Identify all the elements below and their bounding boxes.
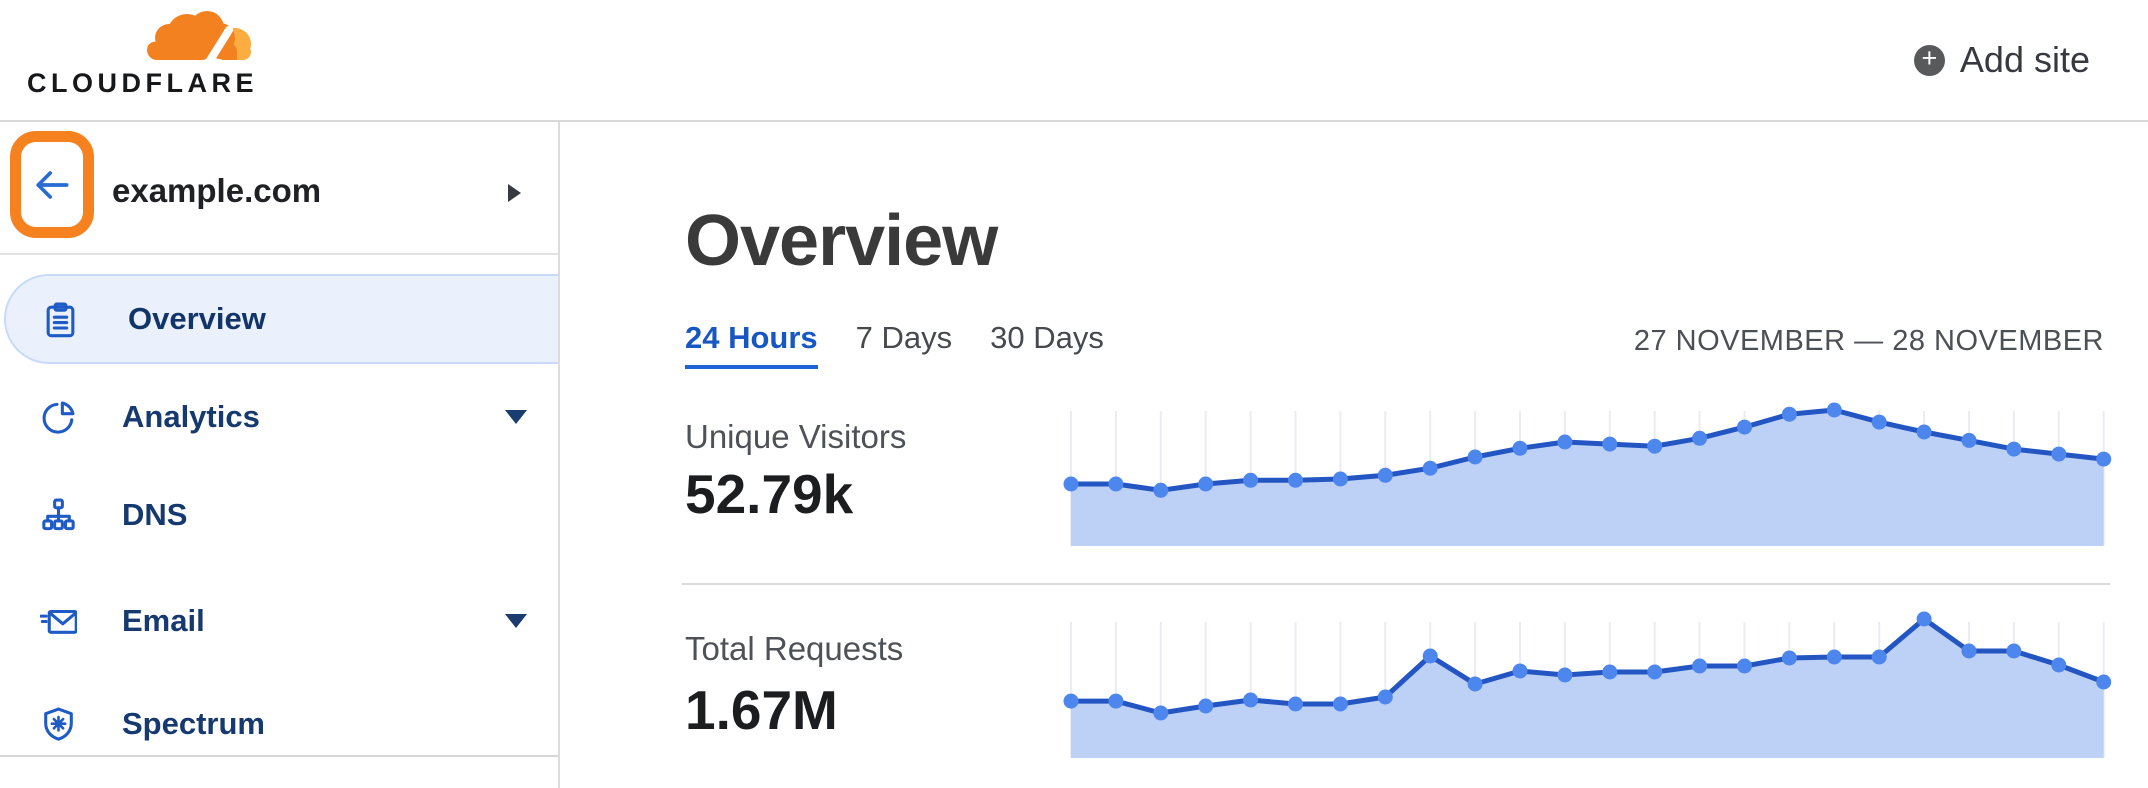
time-range-tabs: 24 Hours 7 Days 30 Days bbox=[685, 320, 1104, 369]
pie-chart-icon bbox=[42, 400, 75, 434]
clipboard-icon bbox=[46, 302, 75, 337]
date-range: 27 NOVEMBER — 28 NOVEMBER bbox=[1633, 325, 2104, 357]
site-expand-caret-icon[interactable] bbox=[508, 184, 521, 202]
sidebar-item-spectrum[interactable]: Spectrum bbox=[0, 679, 558, 769]
sidebar-item-label: DNS bbox=[122, 497, 188, 532]
sidebar-item-overview[interactable]: Overview bbox=[4, 274, 558, 364]
main-content: Overview 24 Hours 7 Days 30 Days 27 NOVEMB… bbox=[562, 122, 2148, 788]
sidebar-item-analytics[interactable]: Analytics bbox=[0, 372, 558, 462]
back-arrow-icon bbox=[36, 170, 69, 199]
site-selector-row[interactable]: example.com bbox=[0, 122, 558, 255]
email-icon bbox=[40, 609, 77, 634]
dns-tree-icon bbox=[42, 498, 75, 530]
sidebar-item-dns[interactable]: DNS bbox=[0, 470, 558, 560]
sidebar-item-label: Overview bbox=[128, 301, 266, 336]
page-title: Overview bbox=[685, 201, 998, 281]
unique-visitors-chart[interactable] bbox=[1062, 400, 2112, 548]
section-divider bbox=[682, 583, 2110, 585]
plus-icon: + bbox=[1913, 44, 1945, 76]
site-name[interactable]: example.com bbox=[112, 172, 322, 209]
sidebar-item-label: Email bbox=[122, 603, 205, 638]
sidebar: example.com Overview Analytics DNS Email Spe… bbox=[0, 122, 560, 788]
add-site-button[interactable]: + Add site bbox=[1913, 34, 2090, 86]
back-button[interactable] bbox=[10, 131, 94, 238]
cloudflare-wordmark: CLOUDFLARE bbox=[27, 68, 258, 98]
tab-7-days[interactable]: 7 Days bbox=[855, 320, 953, 355]
cloudflare-cloud-icon bbox=[146, 11, 251, 66]
chevron-down-icon bbox=[505, 614, 527, 628]
stat-label-unique-visitors: Unique Visitors bbox=[685, 418, 907, 455]
shield-icon bbox=[44, 707, 73, 741]
tab-30-days[interactable]: 30 Days bbox=[990, 320, 1104, 355]
sidebar-item-label: Spectrum bbox=[122, 706, 265, 741]
total-requests-chart[interactable] bbox=[1062, 600, 2112, 760]
stat-value-total-requests: 1.67M bbox=[685, 679, 838, 741]
add-site-label: Add site bbox=[1959, 39, 2090, 80]
cloudflare-logo[interactable]: CLOUDFLARE bbox=[27, 6, 259, 98]
sidebar-item-email[interactable]: Email bbox=[0, 576, 558, 666]
sidebar-item-label: Analytics bbox=[122, 399, 260, 434]
sidebar-divider bbox=[0, 755, 558, 757]
tab-24-hours[interactable]: 24 Hours bbox=[685, 320, 818, 369]
stat-value-unique-visitors: 52.79k bbox=[685, 463, 854, 525]
stat-label-total-requests: Total Requests bbox=[685, 630, 904, 667]
chevron-down-icon bbox=[505, 410, 527, 424]
top-bar: CLOUDFLARE + Add site bbox=[0, 0, 2148, 122]
